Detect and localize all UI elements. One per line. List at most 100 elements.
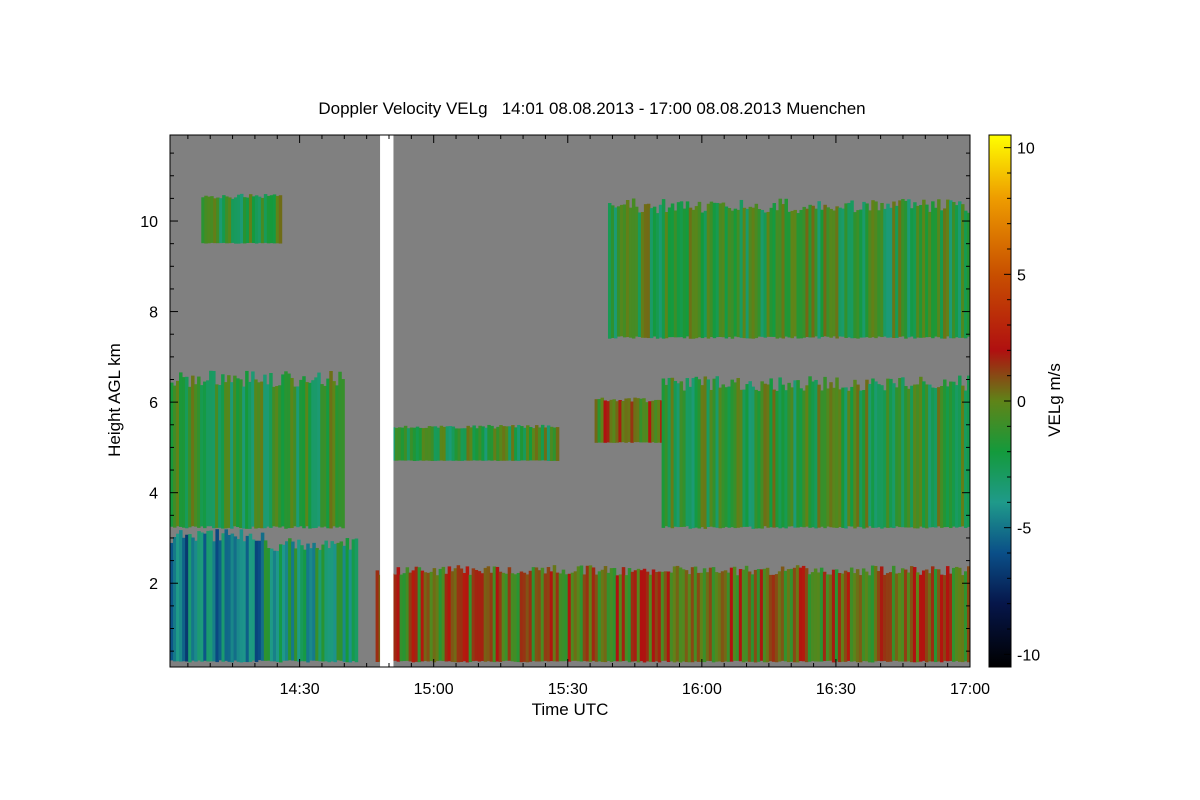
- echo-column: [787, 211, 791, 338]
- echo-column: [703, 210, 708, 338]
- echo-column: [912, 567, 917, 663]
- echo-column: [618, 400, 622, 443]
- echo-column: [526, 425, 530, 461]
- echo-column: [670, 203, 675, 338]
- echo-column: [531, 567, 536, 662]
- echo-column: [666, 571, 671, 663]
- echo-column: [495, 566, 500, 662]
- x-tick-label: 16:30: [816, 681, 856, 698]
- echo-column: [835, 206, 839, 339]
- echo-column: [781, 384, 785, 528]
- echo-column: [234, 197, 238, 244]
- echo-column: [549, 571, 554, 662]
- echo-column: [949, 381, 953, 529]
- echo-column: [708, 567, 713, 662]
- echo-column: [793, 380, 797, 528]
- echo-column: [540, 424, 545, 461]
- echo-column: [916, 205, 920, 338]
- echo-column: [269, 548, 274, 662]
- echo-column: [612, 567, 617, 662]
- echo-column: [681, 569, 686, 662]
- echo-column: [696, 572, 701, 662]
- echo-column: [493, 428, 497, 461]
- echo-column: [736, 378, 740, 528]
- echo-column: [508, 426, 512, 461]
- echo-column: [254, 540, 259, 663]
- colorbar-axis: 10 5 0 -5 -10: [1004, 141, 1040, 664]
- echo-column: [534, 425, 539, 461]
- echo-column: [206, 530, 210, 662]
- echo-column: [516, 572, 521, 663]
- echo-column: [667, 207, 672, 338]
- echo-column: [856, 384, 860, 527]
- echo-column: [798, 567, 803, 662]
- echo-column: [910, 208, 914, 337]
- echo-column: [819, 567, 824, 662]
- echo-column: [227, 534, 232, 662]
- echo-column: [760, 381, 764, 529]
- echo-column: [928, 211, 932, 338]
- echo-column: [260, 381, 264, 529]
- echo-column: [210, 196, 214, 243]
- echo-column: [712, 378, 717, 528]
- echo-column: [633, 570, 638, 662]
- echo-column: [828, 574, 833, 661]
- echo-column: [462, 572, 467, 662]
- echo-column: [651, 569, 656, 662]
- echo-column: [886, 378, 890, 528]
- echo-column: [191, 375, 195, 527]
- echo-column: [484, 427, 488, 461]
- echo-column: [826, 207, 830, 337]
- echo-region-upper-cloud-right: [607, 198, 970, 339]
- echo-column: [765, 567, 770, 663]
- velocity-field: [170, 135, 970, 667]
- echo-column: [514, 427, 518, 461]
- echo-column: [421, 428, 426, 461]
- echo-column: [478, 425, 482, 461]
- echo-column: [564, 574, 569, 661]
- echo-column: [832, 210, 836, 337]
- echo-column: [763, 383, 767, 527]
- echo-column: [534, 567, 539, 662]
- echo-column: [921, 570, 926, 661]
- echo-column: [314, 377, 318, 528]
- echo-column: [408, 572, 413, 662]
- echo-column: [607, 203, 612, 339]
- echo-column: [730, 379, 734, 528]
- echo-column: [486, 566, 491, 662]
- echo-column: [796, 380, 800, 528]
- echo-column: [885, 573, 890, 662]
- echo-column: [207, 196, 211, 244]
- echo-column: [600, 569, 605, 662]
- echo-column: [687, 574, 692, 663]
- echo-column: [711, 567, 716, 663]
- echo-column: [197, 376, 201, 528]
- echo-column: [585, 565, 590, 662]
- echo-column: [838, 389, 842, 527]
- echo-column: [733, 382, 737, 529]
- echo-column: [594, 574, 599, 662]
- echo-column: [753, 569, 758, 663]
- echo-column: [817, 201, 821, 339]
- echo-column: [873, 565, 878, 662]
- echo-column: [597, 399, 602, 443]
- echo-column: [868, 383, 872, 527]
- echo-column: [685, 201, 690, 337]
- echo-column: [266, 384, 270, 527]
- echo-column: [233, 536, 238, 661]
- echo-region-mid-cloud-patch: [594, 397, 667, 443]
- echo-column: [747, 571, 752, 662]
- echo-column: [573, 571, 578, 661]
- echo-column: [579, 565, 584, 662]
- echo-column: [257, 196, 262, 243]
- echo-column: [200, 532, 204, 662]
- echo-column: [864, 571, 869, 662]
- echo-column: [469, 427, 473, 461]
- echo-column: [409, 427, 414, 461]
- echo-column: [717, 572, 722, 662]
- echo-column: [865, 203, 869, 338]
- echo-column: [603, 400, 607, 443]
- echo-column: [203, 533, 207, 661]
- echo-column: [751, 386, 755, 529]
- echo-column: [960, 575, 965, 663]
